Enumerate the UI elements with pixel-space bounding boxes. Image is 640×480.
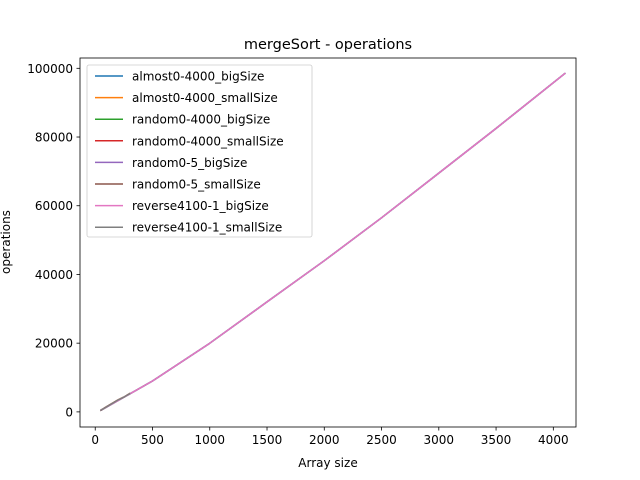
y-tick-label-3: 60000	[35, 199, 73, 213]
x-tick-label-4: 2000	[309, 433, 340, 447]
x-tick-label-0: 0	[91, 433, 99, 447]
x-tick-label-7: 3500	[481, 433, 512, 447]
legend-label-5: random0-5_smallSize	[132, 178, 261, 192]
x-tick-label-2: 1000	[194, 433, 225, 447]
legend-frame	[86, 64, 313, 238]
legend-label-7: reverse4100-1_smallSize	[132, 221, 282, 235]
ticks-layer: 0 500 1000 1500 2000 2500 3000 3500 400002000040…	[27, 62, 568, 447]
legend-label-2: random0-4000_bigSize	[132, 113, 270, 127]
y-tick-label-4: 80000	[35, 131, 73, 145]
x-tick-label-1: 500	[141, 433, 164, 447]
y-tick-label-1: 20000	[35, 337, 73, 351]
y-axis-label: operations	[0, 210, 13, 274]
legend-label-1: almost0-4000_smallSize	[132, 91, 278, 105]
x-tick-label-6: 3000	[424, 433, 455, 447]
legend-label-0: almost0-4000_bigSize	[132, 70, 264, 84]
y-tick-label-2: 40000	[35, 268, 73, 282]
x-axis-label: Array size	[298, 456, 357, 470]
series-line-7	[99, 392, 131, 412]
legend: almost0-4000_bigSize almost0-4000_smallSi…	[86, 64, 313, 238]
x-tick-label-5: 2500	[366, 433, 397, 447]
series-line-6	[99, 72, 566, 412]
y-tick-label-0: 0	[65, 405, 73, 419]
x-tick-label-3: 1500	[252, 433, 283, 447]
x-tick-label-8: 4000	[538, 433, 569, 447]
legend-label-6: reverse4100-1_bigSize	[132, 199, 269, 213]
plot-frame	[79, 57, 577, 428]
series-layer	[99, 72, 566, 412]
chart-title: mergeSort - operations	[244, 37, 412, 53]
legend-label-4: random0-5_bigSize	[132, 156, 247, 170]
y-tick-label-5: 100000	[27, 62, 73, 76]
legend-label-3: random0-4000_smallSize	[132, 134, 284, 148]
